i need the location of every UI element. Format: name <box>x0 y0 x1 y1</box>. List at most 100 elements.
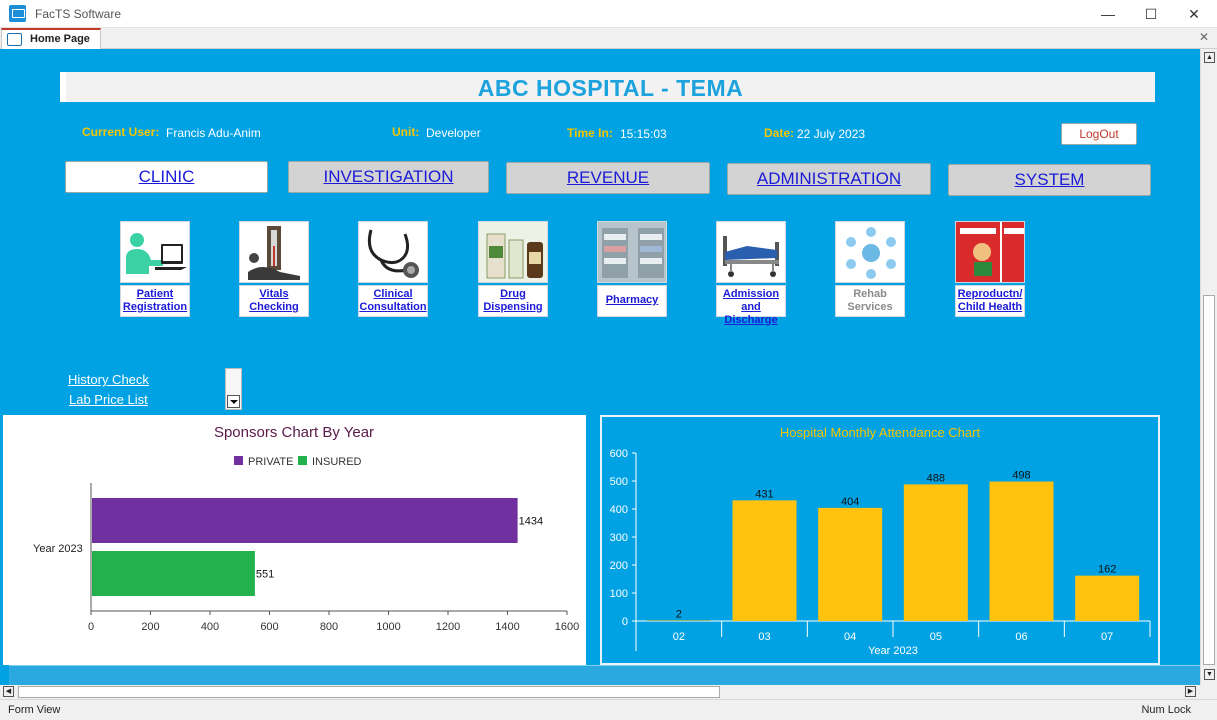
y-tick-label-600: 600 <box>610 448 628 460</box>
vertical-scrollbar[interactable]: ▲ ▼ <box>1200 49 1217 685</box>
tile-label-line1: Vitals <box>259 288 289 300</box>
vertical-scroll-thumb[interactable] <box>1203 295 1215 665</box>
data-label-insured: 551 <box>256 569 274 581</box>
x-tick-label-1600: 1600 <box>555 621 579 633</box>
form-icon <box>7 33 22 46</box>
tab-administration[interactable]: ADMINISTRATION <box>727 163 931 195</box>
tab-home-page[interactable]: Home Page <box>1 28 101 49</box>
date-value: 22 July 2023 <box>797 127 866 141</box>
x-tick-label-600: 600 <box>260 621 278 633</box>
pharmacy-button[interactable]: Pharmacy <box>597 285 667 317</box>
tile-label-line2: Child Health <box>957 301 1023 313</box>
hospital-name: ABC HOSPITAL - TEMA <box>477 75 744 101</box>
medicine-bottles-icon[interactable] <box>478 221 548 283</box>
status-bar: Form View Num Lock <box>0 699 1217 720</box>
y-tick-label-500: 500 <box>610 476 628 488</box>
attendance-chart: Hospital Monthly Attendance Chart 0 100 200… <box>600 415 1160 665</box>
close-tab-icon[interactable]: ✕ <box>1198 30 1209 44</box>
tile-label-line1: Pharmacy <box>605 294 659 306</box>
y-tick-label-400: 400 <box>610 504 628 516</box>
y-tick-label-200: 200 <box>610 560 628 572</box>
tile-label-line1: Admission <box>722 288 780 300</box>
child-health-button[interactable]: Reproductn/ Child Health <box>955 285 1025 317</box>
document-tab-strip: Home Page ✕ <box>0 28 1217 49</box>
y-tick-label-300: 300 <box>610 532 628 544</box>
title-bar: FacTS Software — ☐ ✕ <box>0 0 1217 28</box>
time-in-value: 15:15:03 <box>620 127 667 141</box>
tile-label-line1: Clinical <box>373 288 413 300</box>
scrollbar-corner <box>1200 685 1217 699</box>
x-axis-title: Year 2023 <box>868 645 918 657</box>
history-check-link[interactable]: History Check <box>68 372 149 387</box>
tile-label-line2: Registration <box>122 301 188 313</box>
horizontal-scroll-thumb[interactable] <box>18 686 720 698</box>
app-icon <box>9 5 26 22</box>
data-label-05: 488 <box>927 472 945 484</box>
y-tick-label-0: 0 <box>622 616 628 628</box>
x-tick-label-06: 06 <box>1015 631 1027 643</box>
tile-label-line1: Reproductn/ <box>957 288 1023 300</box>
x-tick-label-400: 400 <box>201 621 219 633</box>
chart-title: Sponsors Chart By Year <box>214 424 374 441</box>
legend-swatch-private <box>234 456 243 465</box>
hospital-bed-icon[interactable] <box>716 221 786 283</box>
lab-price-list-dropdown[interactable] <box>225 368 242 410</box>
pharmacy-shelves-icon[interactable] <box>597 221 667 283</box>
x-tick-label-1400: 1400 <box>495 621 519 633</box>
bar-04 <box>818 507 883 621</box>
maximize-icon[interactable]: ☐ <box>1144 6 1158 22</box>
bar-private <box>92 498 518 543</box>
x-tick-label-800: 800 <box>320 621 338 633</box>
hospital-banner: ABC HOSPITAL - TEMA <box>60 72 1155 102</box>
bar-03 <box>732 500 797 621</box>
data-label-04: 404 <box>841 496 859 508</box>
unit-label: Unit: <box>392 125 420 139</box>
admission-discharge-button[interactable]: Admission and Discharge <box>716 285 786 326</box>
y-tick-label-100: 100 <box>610 588 628 600</box>
data-label-07: 162 <box>1098 564 1116 576</box>
patient-registration-icon[interactable] <box>120 221 190 283</box>
bar-06 <box>989 481 1054 621</box>
status-view-mode: Form View <box>8 704 61 716</box>
status-num-lock: Num Lock <box>1141 704 1191 716</box>
patient-registration-button[interactable]: Patient Registration <box>120 285 190 317</box>
tab-revenue[interactable]: REVENUE <box>506 162 710 194</box>
x-tick-label-1200: 1200 <box>436 621 460 633</box>
data-label-06: 498 <box>1012 470 1030 482</box>
drug-dispensing-button[interactable]: Drug Dispensing <box>478 285 548 317</box>
lab-price-list-link[interactable]: Lab Price List <box>69 392 148 407</box>
close-icon[interactable]: ✕ <box>1188 6 1200 22</box>
horizontal-scrollbar[interactable]: ◀ ▶ <box>0 685 1200 699</box>
x-tick-label-04: 04 <box>844 631 856 643</box>
chevron-down-icon[interactable] <box>227 395 240 408</box>
tab-investigation[interactable]: INVESTIGATION <box>288 161 489 193</box>
x-tick-label-1000: 1000 <box>376 621 400 633</box>
logout-button[interactable]: LogOut <box>1061 123 1137 145</box>
x-tick-label-07: 07 <box>1101 631 1113 643</box>
y-category-label: Year 2023 <box>33 543 83 555</box>
scroll-down-icon[interactable]: ▼ <box>1204 669 1215 680</box>
minimize-icon[interactable]: — <box>1101 6 1115 22</box>
tab-system[interactable]: SYSTEM <box>948 164 1151 196</box>
scroll-up-icon[interactable]: ▲ <box>1204 52 1215 63</box>
tile-label-line2: Services <box>847 301 893 313</box>
scroll-right-icon[interactable]: ▶ <box>1185 686 1196 697</box>
scroll-left-icon[interactable]: ◀ <box>3 686 14 697</box>
tile-label-line2: Checking <box>249 301 299 313</box>
tile-label-line2: and Discharge <box>724 301 778 326</box>
home-form: ABC HOSPITAL - TEMA Current User: Franci… <box>0 49 1200 685</box>
data-label-02: 2 <box>676 608 682 620</box>
bar-05 <box>903 484 968 621</box>
stethoscope-icon[interactable] <box>358 221 428 283</box>
bar-02 <box>646 620 711 621</box>
chart-title: Hospital Monthly Attendance Chart <box>780 425 981 440</box>
blood-pressure-icon[interactable] <box>239 221 309 283</box>
tab-clinic[interactable]: CLINIC <box>65 161 268 193</box>
rehab-services-button: Rehab Services <box>835 285 905 317</box>
time-in-label: Time In: <box>567 126 613 140</box>
rehab-services-icon <box>835 221 905 283</box>
vitals-checking-button[interactable]: Vitals Checking <box>239 285 309 317</box>
child-health-icon[interactable] <box>955 221 1025 283</box>
clinical-consultation-button[interactable]: Clinical Consultation <box>358 285 428 317</box>
